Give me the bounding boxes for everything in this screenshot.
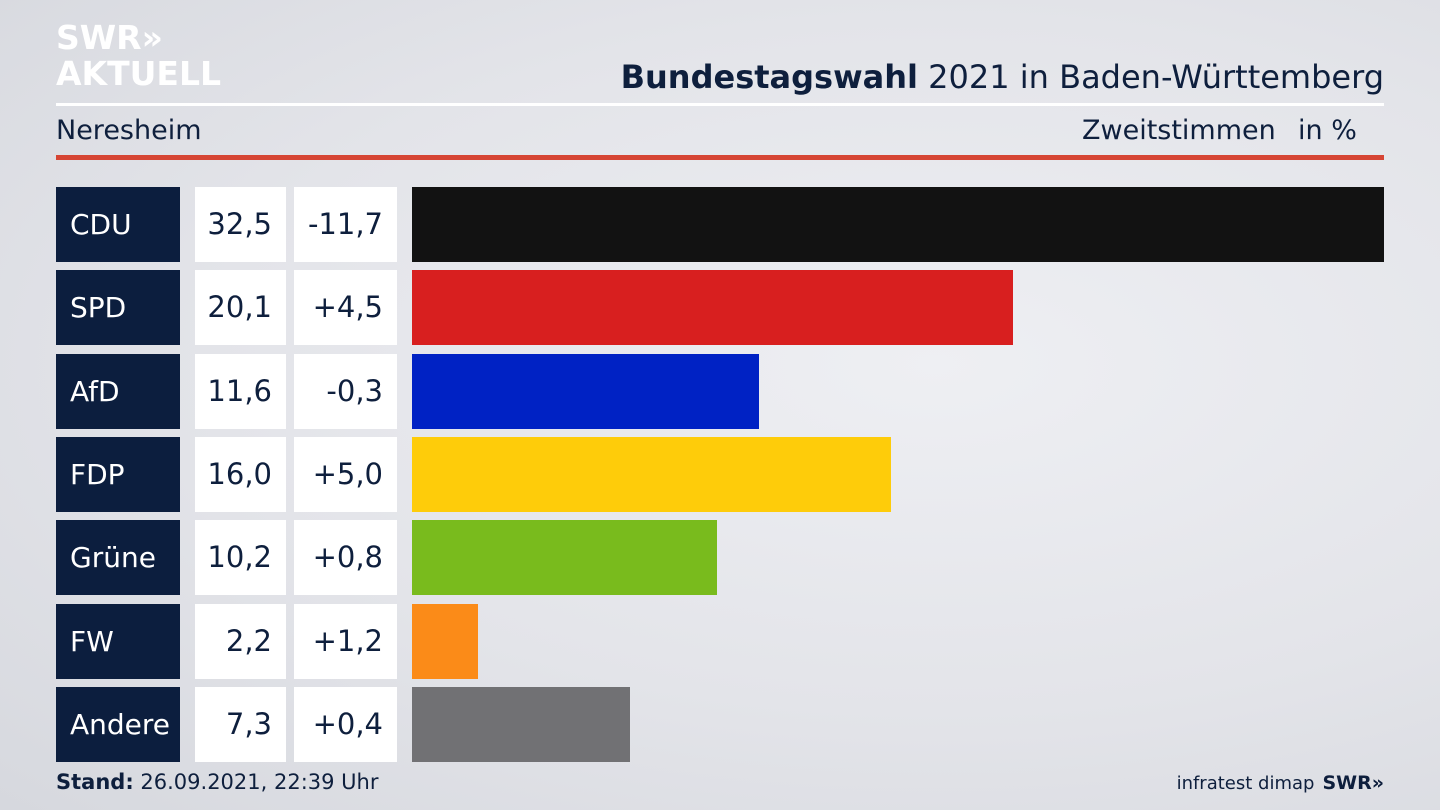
party-label: FW xyxy=(56,604,180,679)
result-bar xyxy=(412,604,478,679)
party-label: AfD xyxy=(56,354,180,429)
vote-share-change: +0,4 xyxy=(294,687,397,762)
vote-share-change: -0,3 xyxy=(294,354,397,429)
vote-share-change: +5,0 xyxy=(294,437,397,512)
region-label: Neresheim xyxy=(56,115,202,146)
vote-share-change: +4,5 xyxy=(294,270,397,345)
party-label: CDU xyxy=(56,187,180,262)
chart-title: Bundestagswahl 2021 in Baden-Württemberg xyxy=(621,58,1384,96)
vote-share-value: 16,0 xyxy=(195,437,286,512)
chart-title-bold: Bundestagswahl xyxy=(620,58,918,96)
vote-type-label: Zweitstimmen xyxy=(1082,115,1276,146)
logo-text-swr: SWR» xyxy=(56,18,163,57)
logo-text-aktuell: AKTUELL xyxy=(56,54,222,93)
vote-share-value: 20,1 xyxy=(195,270,286,345)
vote-share-value: 7,3 xyxy=(195,687,286,762)
source-credit: infratest dimap SWR» xyxy=(1177,772,1384,794)
timestamp: Stand: 26.09.2021, 22:39 Uhr xyxy=(56,770,379,794)
accent-divider xyxy=(56,155,1384,160)
swr-footer-logo: SWR» xyxy=(1322,772,1384,794)
result-bar xyxy=(412,437,891,512)
vote-share-value: 32,5 xyxy=(195,187,286,262)
party-label: Grüne xyxy=(56,520,180,595)
result-bar xyxy=(412,687,631,762)
party-label: Andere xyxy=(56,687,180,762)
source-label: infratest dimap xyxy=(1176,773,1315,794)
timestamp-value: 26.09.2021, 22:39 Uhr xyxy=(133,770,379,794)
header-divider xyxy=(56,103,1384,106)
chart-title-rest: 2021 in Baden-Württemberg xyxy=(917,58,1384,96)
result-bar xyxy=(412,270,1014,345)
vote-share-value: 2,2 xyxy=(195,604,286,679)
swr-aktuell-logo: SWR» AKTUELL xyxy=(56,18,226,93)
vote-share-value: 11,6 xyxy=(195,354,286,429)
unit-label: in % xyxy=(1298,115,1357,146)
party-label: FDP xyxy=(56,437,180,512)
timestamp-label: Stand: xyxy=(56,770,134,794)
result-bar xyxy=(412,354,759,429)
vote-share-change: -11,7 xyxy=(294,187,397,262)
result-bar xyxy=(412,187,1384,262)
vote-share-change: +1,2 xyxy=(294,604,397,679)
vote-share-change: +0,8 xyxy=(294,520,397,595)
vote-share-value: 10,2 xyxy=(195,520,286,595)
result-bar xyxy=(412,520,718,595)
party-label: SPD xyxy=(56,270,180,345)
